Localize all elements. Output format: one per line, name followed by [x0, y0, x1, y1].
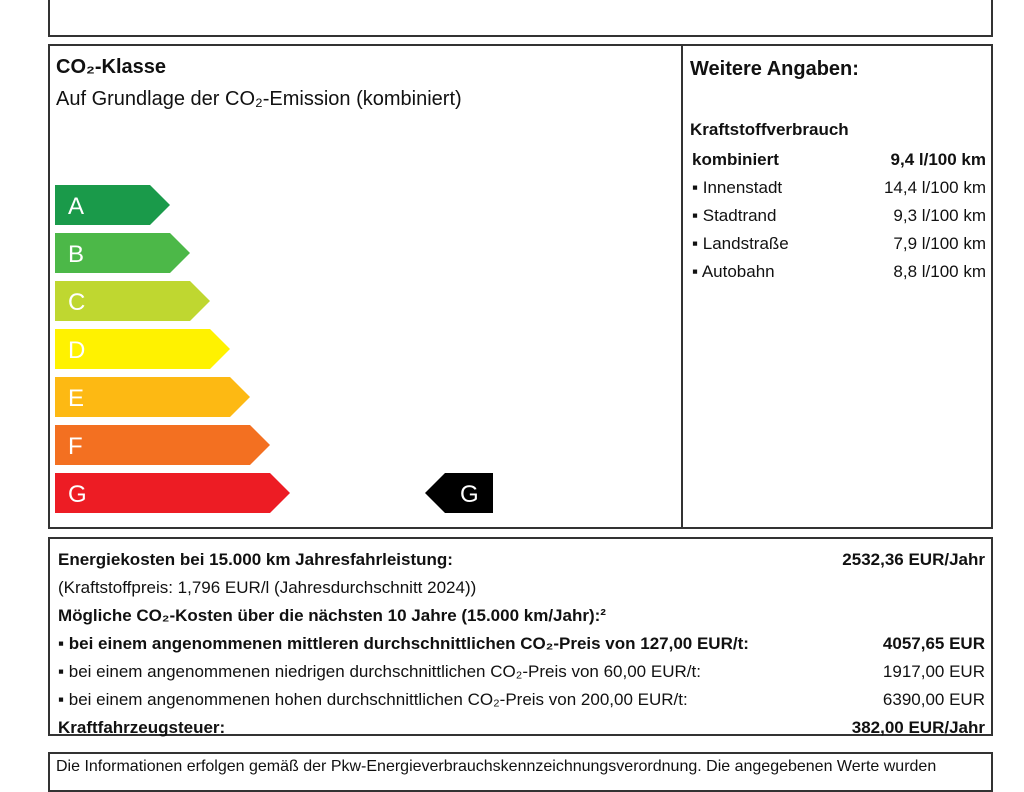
consumption-value: 9,3 l/100 km: [893, 206, 986, 225]
class-bar: [55, 473, 290, 513]
class-label: B: [68, 241, 84, 268]
class-bar: [55, 377, 250, 417]
class-bar: [55, 185, 170, 225]
cost-label: Energiekosten bei 15.000 km Jahresfahrle…: [58, 550, 453, 569]
page: CO₂-Klasse Auf Grundlage der CO₂-Emissio…: [0, 0, 1024, 768]
cost-value: 2532,36 EUR/Jahr: [842, 550, 985, 569]
costs-box: Energiekosten bei 15.000 km Jahresfahrle…: [48, 537, 993, 737]
cost-row: bei einem angenommenen mittleren durchsc…: [58, 630, 985, 658]
consumption-value: 8,8 l/100 km: [893, 262, 986, 281]
class-bar: [55, 233, 190, 273]
class-bar: [55, 281, 210, 321]
cost-label: bei einem angenommenen niedrigen durchsc…: [58, 662, 701, 682]
consumption-row: kombiniert 9,4 l/100 km: [692, 146, 986, 174]
cost-value: 6390,00 EUR: [882, 690, 985, 709]
cost-value: 1917,00 EUR: [882, 662, 985, 681]
consumption-value: 9,4 l/100 km: [890, 150, 986, 169]
cost-row: Kraftfahrzeugsteuer: 382,00 EUR/Jahr: [58, 714, 985, 742]
consumption-row: Stadtrand 9,3 l/100 km: [692, 202, 986, 230]
divider: [681, 46, 683, 527]
consumption-label: kombiniert: [692, 150, 779, 169]
consumption-value: 14,4 l/100 km: [883, 178, 986, 197]
cost-value: 382,00 EUR/Jahr: [851, 718, 985, 737]
cost-label: Kraftfahrzeugsteuer:: [58, 718, 226, 737]
cost-row: Mögliche CO₂-Kosten über die nächsten 10…: [58, 602, 985, 630]
class-label: F: [68, 433, 83, 460]
class-label: G: [68, 481, 87, 508]
cost-label: bei einem angenommenen hohen durchschnit…: [58, 690, 688, 710]
details-title: Weitere Angaben:: [690, 58, 859, 80]
consumption-label: Landstraße: [692, 234, 789, 254]
cost-row: (Kraftstoffpreis: 1,796 EUR/l (Jahresdur…: [58, 574, 985, 602]
footer-box: Die Informationen erfolgen gemäß der Pkw…: [48, 752, 993, 792]
class-subtitle: Auf Grundlage der CO₂-Emission (kombinie…: [56, 88, 462, 110]
cost-row: bei einem angenommenen hohen durchschnit…: [58, 686, 985, 714]
cost-row: Energiekosten bei 15.000 km Jahresfahrle…: [58, 546, 985, 574]
class-label: A: [68, 193, 84, 220]
consumption-row: Autobahn 8,8 l/100 km: [692, 258, 986, 286]
class-label: C: [68, 289, 85, 316]
class-label: D: [68, 337, 85, 364]
consumption-row: Landstraße 7,9 l/100 km: [692, 230, 986, 258]
class-title: CO₂-Klasse: [56, 56, 167, 78]
current-class-label: G: [460, 481, 479, 508]
top-box: [48, 0, 993, 37]
class-label: E: [68, 385, 84, 412]
consumption-label: Stadtrand: [692, 206, 777, 226]
details-subtitle: Kraftstoffverbrauch: [690, 120, 849, 139]
class-bar: [55, 329, 230, 369]
cost-row: bei einem angenommenen niedrigen durchsc…: [58, 658, 985, 686]
cost-label: (Kraftstoffpreis: 1,796 EUR/l (Jahresdur…: [58, 578, 477, 597]
cost-label: Mögliche CO₂-Kosten über die nächsten 10…: [58, 606, 606, 625]
label-box: CO₂-Klasse Auf Grundlage der CO₂-Emissio…: [48, 44, 993, 529]
cost-value: 4057,65 EUR: [882, 634, 985, 653]
consumption-row: Innenstadt 14,4 l/100 km: [692, 174, 986, 202]
consumption-value: 7,9 l/100 km: [893, 234, 986, 253]
current-class-marker: [425, 473, 493, 513]
consumption-label: Innenstadt: [692, 178, 782, 198]
class-bar: [55, 425, 270, 465]
footer-text: Die Informationen erfolgen gemäß der Pkw…: [56, 758, 937, 775]
consumption-label: Autobahn: [692, 262, 775, 282]
cost-label: bei einem angenommenen mittleren durchsc…: [58, 634, 749, 654]
